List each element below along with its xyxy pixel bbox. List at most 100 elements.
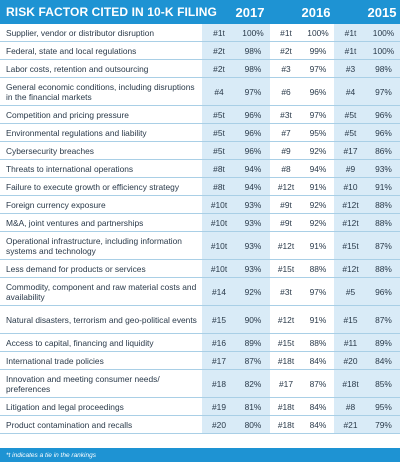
table-row: Supplier, vendor or distributor disrupti… [0, 24, 400, 42]
percent-2017: 96% [244, 127, 262, 138]
rank-2015: #17 [343, 145, 358, 156]
table-row: General economic conditions, including d… [0, 78, 400, 106]
risk-factor-label: Competition and pricing pressure [6, 109, 129, 120]
year-cell-2017: #2t 98% [202, 42, 270, 59]
rank-2016: #2t [280, 45, 292, 56]
percent-2015: 98% [375, 63, 392, 74]
year-cell-2015: #5 96% [334, 278, 400, 305]
rank-2015: #4 [345, 86, 356, 97]
year-cell-2015: #3 98% [334, 60, 400, 77]
year-cell-2017: #5t 96% [202, 106, 270, 123]
rank-2017: #5t [213, 127, 225, 138]
year-cell-2017: #10t 93% [202, 214, 270, 231]
rank-2016: #6 [281, 86, 291, 97]
table-row: Access to capital, financing and liquidi… [0, 334, 400, 352]
rank-2016: #1t [280, 27, 292, 38]
year-cell-2016: #3t 97% [270, 106, 334, 123]
year-cell-2016: #3t 97% [270, 278, 334, 305]
percent-2017: 100% [242, 27, 264, 38]
rank-2017: #10t [210, 263, 228, 274]
rank-2015: #5t [344, 127, 357, 138]
year-cell-2016: #18t 84% [270, 398, 334, 415]
rank-2017: #8t [213, 181, 225, 192]
footnote: *t indicates a tie in the rankings [0, 448, 400, 462]
table-row: Commodity, component and raw material co… [0, 278, 400, 306]
rank-2015: #11 [343, 337, 358, 348]
year-cell-2016: #9t 92% [270, 196, 334, 213]
percent-2015: 97% [375, 86, 392, 97]
year-cell-2016: #12t 91% [270, 232, 334, 259]
year-cell-2017: #19 81% [202, 398, 270, 415]
year-cell-2017: #1t 100% [202, 24, 270, 41]
percent-2015: 87% [375, 240, 392, 251]
year-cell-2015: #8 95% [334, 398, 400, 415]
year-cell-2015: #15 87% [334, 306, 400, 333]
rank-2015: #18t [342, 378, 359, 389]
rank-2017: #5t [213, 109, 225, 120]
table-row: Natural disasters, terrorism and geo-pol… [0, 306, 400, 334]
rank-2017: #2t [213, 63, 225, 74]
percent-2016: 97% [309, 286, 327, 297]
rank-2017: #18 [212, 378, 226, 389]
percent-2017: 92% [244, 286, 262, 297]
table-row: Federal, state and local regulations #2t 9… [0, 42, 400, 60]
rank-2017: #1t [213, 27, 225, 38]
risk-factor-label: Failure to execute growth or efficiency … [6, 181, 180, 192]
header-year-2017: 2017 [235, 4, 265, 20]
percent-2017: 89% [244, 337, 262, 348]
percent-2016: 97% [309, 109, 327, 120]
year-cell-2017: #10t 93% [202, 232, 270, 259]
rank-2017: #16 [212, 337, 226, 348]
rank-2015: #9 [345, 163, 356, 174]
year-cell-2016: #12t 91% [270, 178, 334, 195]
year-cell-2015: #15t 87% [334, 232, 400, 259]
year-cell-2016: #3 97% [270, 60, 334, 77]
rank-2015: #5 [345, 286, 356, 297]
percent-2017: 94% [244, 163, 262, 174]
percent-2017: 98% [244, 45, 262, 56]
percent-2016: 84% [309, 355, 327, 366]
rank-2015: #12t [342, 199, 359, 210]
year-cell-2015: #10 91% [334, 178, 400, 195]
percent-2017: 90% [244, 314, 262, 325]
table-row: Operational infrastructure, including in… [0, 232, 400, 260]
percent-2017: 81% [244, 401, 262, 412]
table-row: Litigation and legal proceedings #19 81% #1… [0, 398, 400, 416]
rank-2016: #3t [280, 109, 292, 120]
risk-factor-label: Foreign currency exposure [6, 199, 106, 210]
percent-2015: 93% [375, 163, 392, 174]
year-cell-2015: #5t 96% [334, 124, 400, 141]
percent-2017: 97% [244, 86, 262, 97]
rank-2017: #15 [212, 314, 226, 325]
percent-2016: 91% [309, 181, 327, 192]
year-cell-2016: #9t 92% [270, 214, 334, 231]
rank-2015: #8 [345, 401, 356, 412]
rank-2015: #12t [342, 263, 359, 274]
year-cell-2016: #12t 91% [270, 306, 334, 333]
table-row: M&A, joint ventures and partnerships #10t… [0, 214, 400, 232]
percent-2015: 96% [375, 286, 392, 297]
percent-2015: 86% [375, 145, 392, 156]
year-cell-2015: #20 84% [334, 352, 400, 369]
percent-2016: 84% [309, 401, 327, 412]
rank-2016: #9 [281, 145, 291, 156]
year-cell-2015: #9 93% [334, 160, 400, 177]
year-cell-2016: #2t 99% [270, 42, 334, 59]
percent-2016: 88% [309, 337, 327, 348]
rank-2015: #1t [344, 45, 357, 56]
year-cell-2015: #5t 96% [334, 106, 400, 123]
year-cell-2017: #10t 93% [202, 196, 270, 213]
rank-2017: #17 [212, 355, 226, 366]
year-cell-2017: #8t 94% [202, 160, 270, 177]
percent-2017: 87% [244, 355, 262, 366]
rank-2016: #15t [277, 263, 295, 274]
table-row: Labor costs, retention and outsourcing #2… [0, 60, 400, 78]
risk-factor-label: Product contamination and recalls [6, 419, 133, 430]
year-cell-2017: #20 80% [202, 416, 270, 433]
risk-factor-label: International trade policies [6, 355, 104, 366]
year-cell-2015: #11 89% [334, 334, 400, 351]
rank-2017: #10t [210, 217, 228, 228]
risk-factor-label: M&A, joint ventures and partnerships [6, 217, 144, 228]
year-cell-2017: #10t 93% [202, 260, 270, 277]
